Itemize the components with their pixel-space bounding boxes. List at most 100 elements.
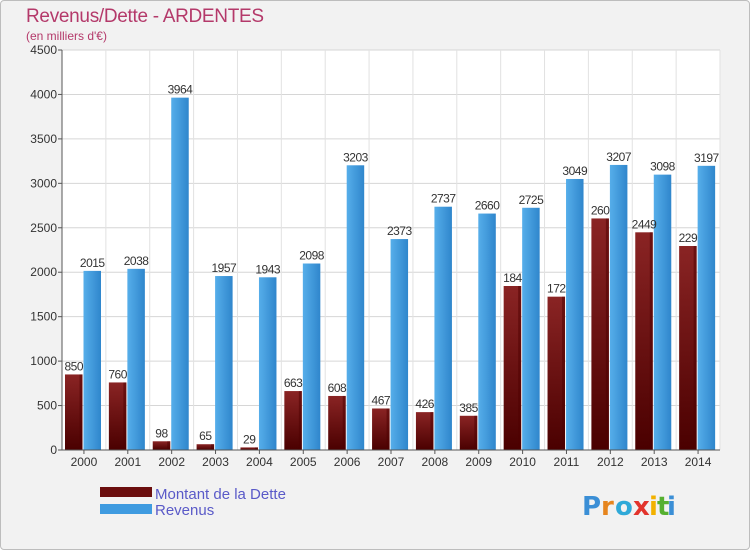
y-tick-label: 2500: [30, 221, 57, 235]
y-tick-label: 4500: [30, 43, 57, 57]
bar-dette: [284, 391, 302, 450]
bar-dette: [240, 447, 258, 450]
data-label-revenus: 2098: [299, 249, 325, 263]
bar-dette: [152, 441, 171, 450]
x-tick-label: 2010: [509, 455, 536, 469]
data-label-revenus: 2038: [124, 254, 150, 268]
bar-revenus: [478, 213, 496, 450]
y-tick-label: 3000: [30, 176, 57, 190]
x-tick-label: 2009: [465, 455, 492, 469]
bar-dette-shade: [254, 447, 258, 450]
bar-dette: [372, 408, 390, 450]
bar-revenus: [302, 263, 321, 450]
bar-dette-shade: [474, 415, 478, 450]
y-tick-label: 500: [37, 399, 57, 413]
data-label-dette: 260: [591, 203, 610, 217]
bar-dette-shade: [430, 412, 434, 450]
x-tick-label: 2008: [422, 455, 449, 469]
bar-dette: [635, 232, 653, 450]
bar-dette: [503, 286, 522, 450]
x-tick-label: 2005: [290, 455, 317, 469]
data-label-revenus: 3207: [606, 150, 632, 164]
data-label-revenus: 1957: [211, 261, 237, 275]
bar-dette: [679, 246, 697, 450]
x-tick-label: 2011: [554, 455, 580, 469]
legend-swatch-dette: [100, 487, 152, 497]
data-label-revenus: 1943: [255, 262, 281, 276]
data-label-revenus: 2660: [475, 199, 501, 213]
y-tick-label: 4000: [30, 87, 57, 101]
legend-swatch-revenus: [100, 504, 152, 514]
data-label-dette: 385: [459, 401, 478, 415]
logo-letter: r: [601, 492, 614, 522]
data-label-revenus: 3203: [343, 150, 369, 164]
x-tick-label: 2013: [641, 455, 668, 469]
bar-revenus: [653, 174, 672, 450]
data-label-revenus: 2015: [80, 256, 106, 270]
bar-dette: [547, 296, 566, 450]
bar-dette-shade: [605, 218, 609, 450]
bar-revenus: [258, 277, 277, 450]
data-label-dette: 2449: [632, 217, 658, 231]
bar-dette: [328, 395, 346, 450]
bar-dette-shade: [123, 382, 127, 450]
data-label-dette: 760: [108, 367, 127, 381]
data-label-dette: 29: [243, 432, 256, 446]
bar-dette-shade: [342, 395, 346, 450]
bar-revenus: [127, 268, 145, 450]
bar-dette-shade: [518, 286, 522, 450]
data-label-revenus: 3197: [694, 151, 720, 165]
logo-letter: x: [633, 492, 650, 522]
x-tick-label: 2001: [114, 455, 141, 469]
data-label-dette: 98: [155, 426, 168, 440]
y-tick-label: 0: [50, 443, 57, 457]
data-label-dette: 172: [547, 282, 566, 296]
legend-label-dette: Montant de la Dette: [155, 486, 286, 503]
bar-revenus: [390, 239, 409, 450]
bar-dette-shade: [693, 246, 697, 450]
bar-dette-shade: [649, 232, 653, 450]
chart-title: Revenus/Dette - ARDENTES: [26, 6, 264, 27]
data-label-revenus: 3964: [168, 83, 194, 97]
bar-revenus: [215, 276, 233, 450]
bar-revenus: [566, 178, 584, 450]
data-label-dette: 426: [415, 397, 434, 411]
bar-dette: [415, 412, 434, 450]
bar-revenus: [522, 207, 540, 450]
logo-letter: o: [615, 492, 633, 522]
bar-dette: [591, 218, 609, 450]
data-label-revenus: 3049: [562, 164, 588, 178]
data-label-dette: 229: [679, 231, 698, 245]
bar-revenus: [171, 97, 189, 451]
bar-dette: [65, 374, 83, 450]
x-tick-label: 2007: [378, 455, 405, 469]
data-label-dette: 663: [284, 376, 303, 390]
bar-dette-shade: [386, 408, 390, 450]
logo-letter: t: [657, 492, 669, 522]
data-label-dette: 608: [328, 381, 347, 395]
bar-dette: [459, 415, 478, 450]
x-tick-label: 2004: [246, 455, 273, 469]
data-label-revenus: 3098: [650, 160, 676, 174]
bar-revenus: [697, 165, 716, 451]
logo-letter: i: [649, 492, 658, 522]
bar-dette-shade: [211, 444, 215, 450]
bar-revenus: [609, 164, 628, 450]
data-label-dette: 850: [64, 359, 83, 373]
data-label-dette: 467: [372, 393, 391, 407]
bar-dette-shade: [298, 391, 302, 450]
bar-dette: [108, 382, 127, 450]
bar-revenus: [434, 206, 452, 450]
logo-letter: P: [582, 492, 601, 522]
bar-revenus: [346, 165, 365, 451]
data-label-dette: 65: [199, 429, 212, 443]
bar-dette-shade: [562, 296, 566, 450]
bar-revenus: [83, 270, 101, 450]
x-tick-label: 2014: [685, 455, 712, 469]
data-label-revenus: 2737: [431, 192, 457, 206]
bar-dette-shade: [79, 374, 83, 450]
x-tick-label: 2006: [334, 455, 361, 469]
y-tick-label: 1500: [30, 310, 57, 324]
legend-label-revenus: Revenus: [155, 502, 214, 519]
